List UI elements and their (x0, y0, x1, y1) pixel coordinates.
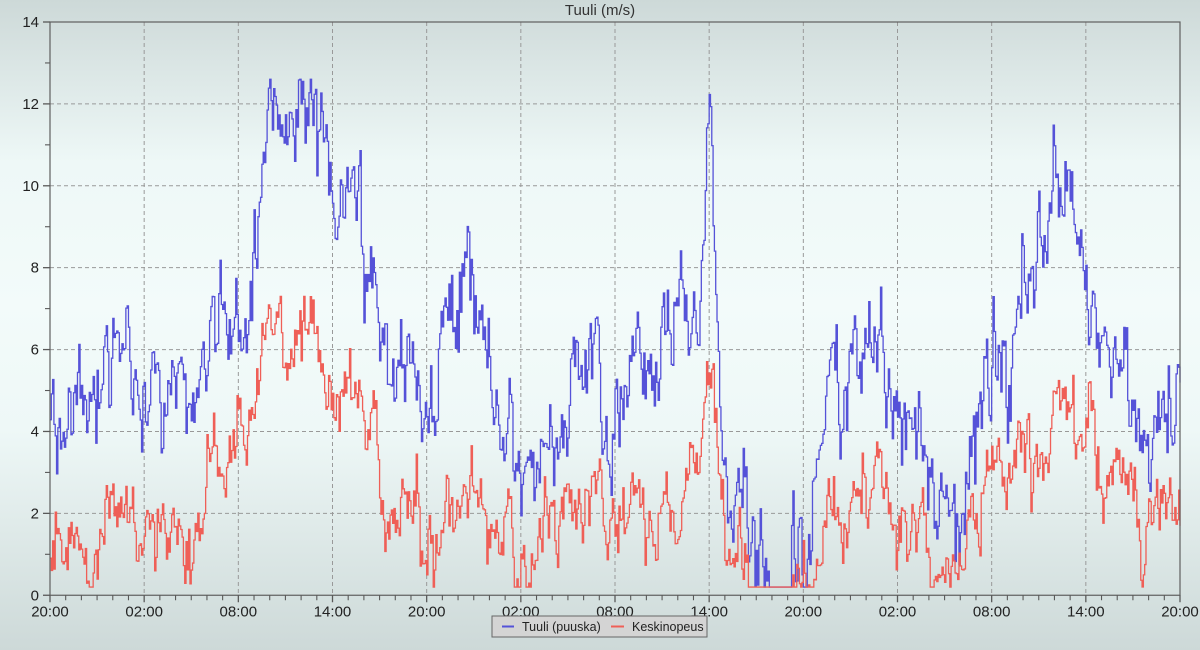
svg-text:14:00: 14:00 (1067, 603, 1105, 620)
svg-text:14: 14 (22, 14, 39, 31)
svg-text:10: 10 (22, 178, 39, 195)
svg-text:4: 4 (31, 423, 39, 440)
svg-text:6: 6 (31, 342, 39, 359)
svg-text:02:00: 02:00 (125, 603, 163, 620)
svg-text:Keskinopeus: Keskinopeus (632, 620, 704, 634)
svg-text:12: 12 (22, 96, 39, 113)
svg-text:0: 0 (31, 587, 39, 604)
svg-text:02:00: 02:00 (879, 603, 917, 620)
svg-text:08:00: 08:00 (973, 603, 1011, 620)
svg-text:20:00: 20:00 (1161, 603, 1199, 620)
svg-text:Tuuli (m/s): Tuuli (m/s) (565, 2, 635, 19)
svg-text:20:00: 20:00 (408, 603, 446, 620)
svg-text:20:00: 20:00 (785, 603, 823, 620)
svg-text:Tuuli (puuska): Tuuli (puuska) (522, 620, 601, 634)
svg-text:8: 8 (31, 260, 39, 277)
svg-text:2: 2 (31, 505, 39, 522)
svg-text:14:00: 14:00 (314, 603, 352, 620)
svg-text:08:00: 08:00 (220, 603, 258, 620)
svg-text:20:00: 20:00 (31, 603, 69, 620)
